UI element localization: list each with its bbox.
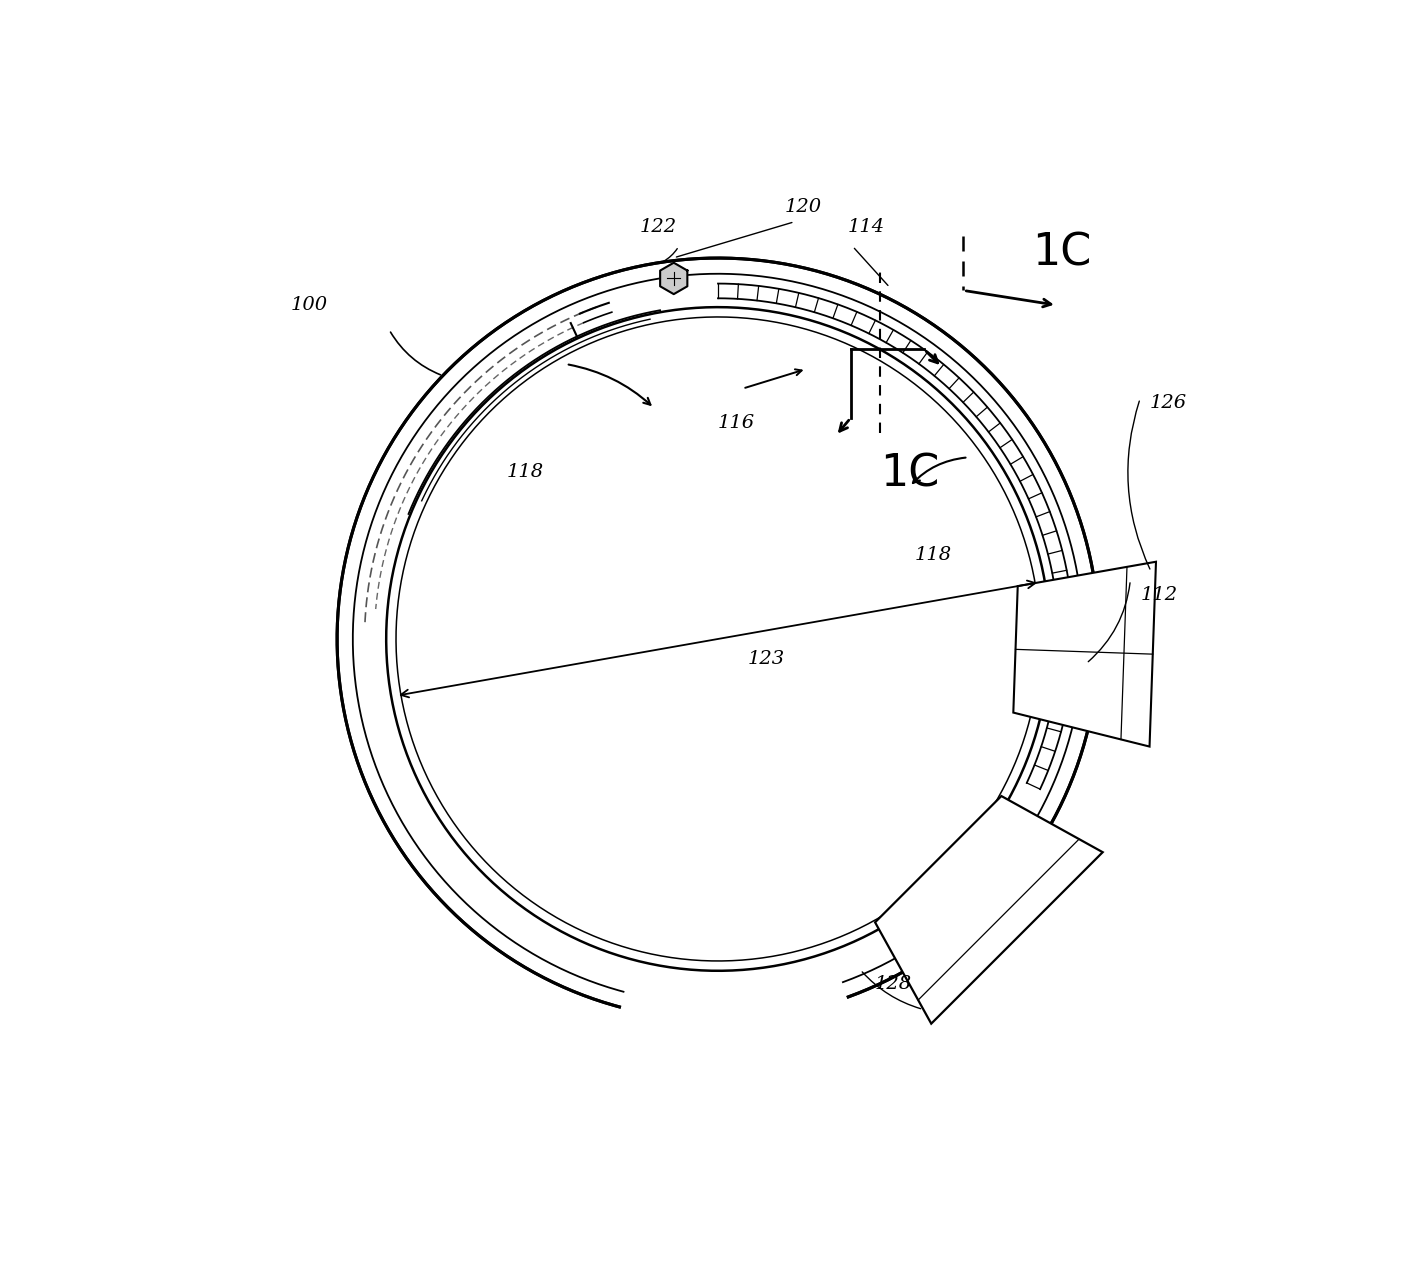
Text: 122: 122	[639, 218, 677, 236]
Text: 118: 118	[915, 547, 951, 565]
Text: 112: 112	[1140, 585, 1177, 603]
Polygon shape	[660, 263, 688, 295]
Text: 1C: 1C	[1033, 232, 1091, 275]
Polygon shape	[1013, 562, 1156, 747]
Polygon shape	[876, 796, 1103, 1024]
Text: 128: 128	[876, 975, 912, 993]
Text: 118: 118	[507, 463, 544, 481]
Text: 123: 123	[748, 649, 785, 668]
Text: 100: 100	[291, 296, 328, 314]
Text: 126: 126	[1150, 394, 1187, 412]
Text: 114: 114	[848, 218, 884, 236]
Text: 1C: 1C	[880, 453, 940, 496]
Text: 120: 120	[785, 198, 822, 215]
Text: 116: 116	[719, 414, 755, 432]
